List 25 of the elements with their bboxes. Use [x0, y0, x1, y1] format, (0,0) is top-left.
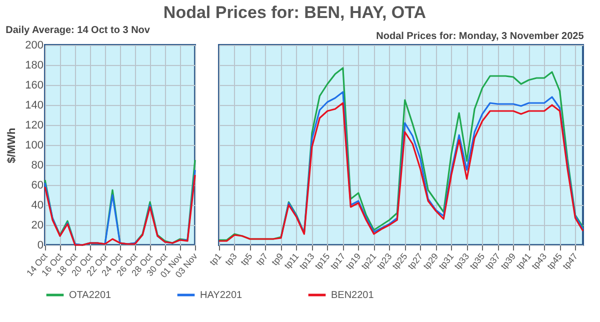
x-tick-label: tp7	[254, 251, 270, 268]
y-tick-label: 20	[31, 220, 44, 232]
y-tick-label: 0	[37, 240, 44, 252]
chart-subtitle: Daily Average: 14 Oct to 3 Nov	[6, 25, 150, 36]
chart-subtitle: Nodal Prices for: Monday, 3 November 2025	[376, 31, 584, 42]
x-tick-label: tp5	[238, 251, 254, 268]
y-tick-label: 140	[25, 100, 44, 112]
y-tick-label: 40	[31, 200, 44, 212]
x-tick-label: tp3	[223, 251, 239, 268]
x-tick-label: tp41	[514, 251, 534, 272]
y-tick-label: 180	[25, 60, 44, 72]
legend-label: BEN2201	[331, 290, 374, 301]
y-tick-label: 160	[25, 80, 44, 92]
text: Nodal Prices for: BEN, HAY, OTA	[163, 3, 426, 22]
legend-label: OTA2201	[69, 290, 112, 301]
y-tick-label: 80	[31, 160, 44, 172]
x-tick-label: tp31	[436, 251, 456, 272]
x-tick-label: tp1	[208, 251, 224, 268]
legend-label: HAY2201	[200, 290, 243, 301]
x-tick-label: tp21	[359, 251, 378, 272]
y-axis-title: $/MWh	[6, 128, 18, 164]
y-tick-label: 60	[31, 180, 44, 192]
y-tick-label: 100	[25, 140, 44, 152]
y-tick-label: 200	[25, 40, 44, 52]
y-tick-label: 120	[25, 120, 44, 132]
